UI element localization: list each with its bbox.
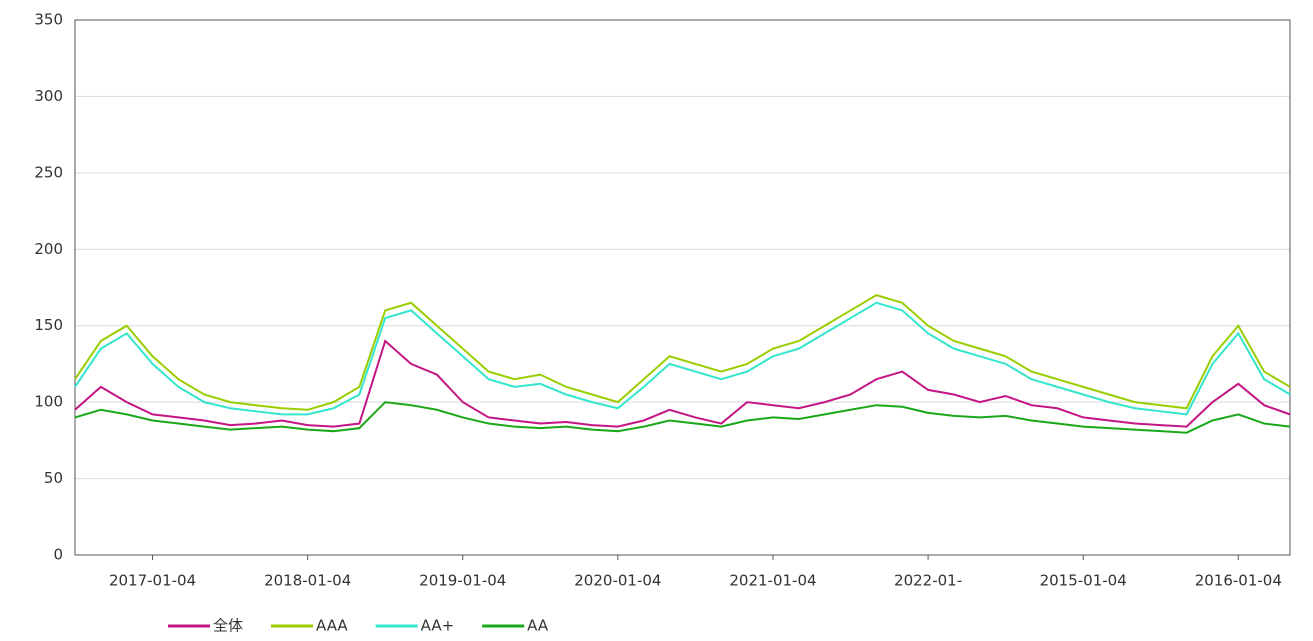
y-tick-label: 0: [53, 546, 63, 564]
x-tick-label: 2022-01-: [894, 572, 962, 590]
legend-label: AA+: [421, 617, 455, 635]
x-tick-label: 2021-01-04: [729, 572, 816, 590]
x-tick-label: 2017-01-04: [109, 572, 196, 590]
x-tick-label: 2019-01-04: [419, 572, 506, 590]
x-tick-label: 2016-01-04: [1195, 572, 1282, 590]
y-tick-label: 250: [34, 163, 63, 181]
x-tick-label: 2020-01-04: [574, 572, 661, 590]
y-tick-label: 200: [34, 240, 63, 258]
y-tick-label: 150: [34, 316, 63, 334]
legend-label: AA: [527, 617, 549, 635]
series-line: [74, 301, 1291, 416]
y-tick-label: 300: [34, 87, 63, 105]
x-tick-label: 2018-01-04: [264, 572, 351, 590]
series-line: [74, 339, 1291, 428]
y-tick-label: 100: [34, 393, 63, 411]
legend-label: AAA: [316, 617, 348, 635]
plot-border: [74, 19, 1291, 556]
x-tick-label: 2015-01-04: [1040, 572, 1127, 590]
y-tick-label: 350: [34, 11, 63, 29]
legend-label: 全体: [213, 617, 243, 635]
series-line: [74, 294, 1291, 411]
y-tick-label: 50: [44, 469, 63, 487]
series-line: [74, 401, 1291, 434]
